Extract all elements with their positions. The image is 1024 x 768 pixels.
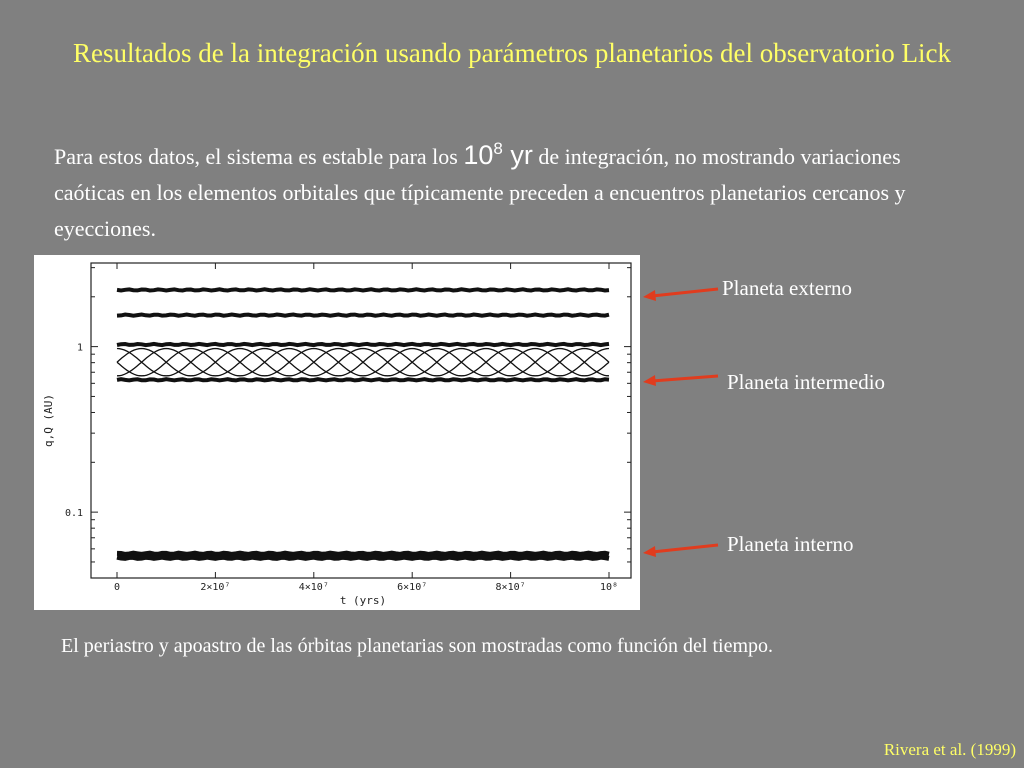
- x-axis-label: t (yrs): [340, 594, 386, 607]
- series-line-6: [116, 554, 610, 561]
- label-inner-planet: Planeta interno: [727, 532, 854, 556]
- series-line-2: [116, 312, 610, 318]
- x-tick-label: 0: [114, 582, 120, 593]
- arrow-middle: [643, 374, 719, 386]
- orbit-figure: 0 2×10⁷ 4×10⁷ 6×10⁷ 8×10⁷ 10⁸ 0.1 1 t (yrs) q,Q…: [34, 255, 640, 610]
- intro-base: 10: [463, 140, 494, 170]
- y-tick-label: 1: [77, 343, 83, 354]
- intro-text-start: Para estos datos, el sistema es estable …: [54, 144, 464, 169]
- citation: Rivera et al. (1999): [883, 740, 1016, 759]
- intro-exponent: 8: [493, 139, 503, 158]
- series-line-1: [116, 287, 610, 293]
- label-middle-planet: Planeta intermedio: [727, 370, 886, 394]
- middle-band-curve-3: [116, 347, 610, 377]
- label-outer-planet: Planeta externo: [722, 276, 853, 300]
- intro-unit: yr: [502, 140, 533, 170]
- series-line-4: [116, 377, 610, 383]
- intro-text-end: de integración, no mostrando variaciones…: [54, 144, 906, 241]
- x-tick-label: 10⁸: [600, 582, 618, 593]
- middle-band-curve-4: [116, 347, 610, 377]
- caption: El periastro y apoastro de las órbitas p…: [61, 635, 774, 657]
- x-tick-label: 4×10⁷: [299, 582, 329, 593]
- y-axis-label: q,Q (AU): [42, 394, 55, 447]
- series-layer: [116, 287, 610, 561]
- arrow-inner: [643, 543, 719, 557]
- plot-frame: [90, 262, 632, 579]
- series-line-3: [116, 341, 610, 348]
- y-tick-label: 0.1: [65, 508, 83, 519]
- slide-title: Resultados de la integración usando pará…: [73, 38, 951, 68]
- tick-layer: 0 2×10⁷ 4×10⁷ 6×10⁷ 8×10⁷ 10⁸ 0.1 1: [65, 263, 631, 593]
- arrow-layer: [643, 287, 719, 557]
- arrow-outer: [643, 287, 719, 301]
- x-tick-label: 6×10⁷: [397, 582, 427, 593]
- middle-band-curve-2: [116, 347, 610, 377]
- intro-formula: 108 yr: [463, 139, 533, 170]
- x-tick-label: 8×10⁷: [496, 582, 526, 593]
- intro-paragraph: Para estos datos, el sistema es estable …: [54, 131, 954, 247]
- orbit-chart: 0 2×10⁷ 4×10⁷ 6×10⁷ 8×10⁷ 10⁸ 0.1 1 t (yrs) q,Q…: [42, 262, 632, 607]
- series-line-5: [116, 550, 610, 557]
- x-tick-label: 2×10⁷: [200, 582, 230, 593]
